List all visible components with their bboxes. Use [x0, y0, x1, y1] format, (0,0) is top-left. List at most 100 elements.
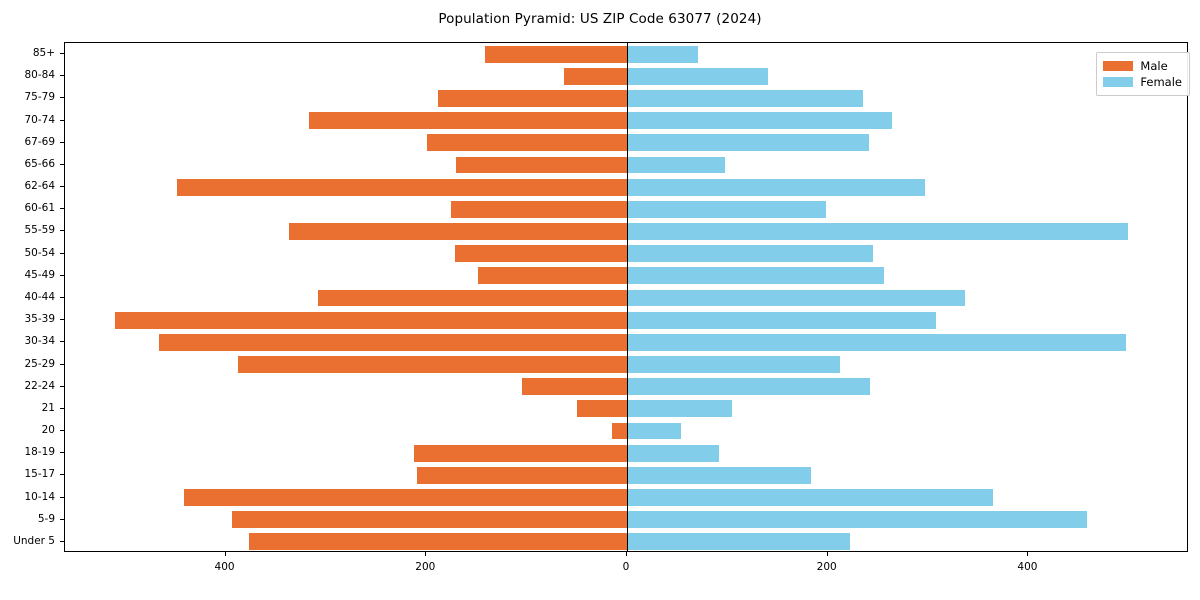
x-tick-label: 0: [622, 561, 630, 573]
y-tick-label: 35-39: [24, 313, 55, 326]
y-tick-mark: [60, 341, 64, 343]
legend-swatch: [1103, 77, 1134, 87]
bar-female: [627, 90, 863, 107]
bar-row: [65, 112, 1187, 130]
bar-female: [627, 333, 1126, 351]
bar-male: [248, 533, 627, 551]
bar-female: [627, 112, 892, 130]
y-tick-label: 45-49: [24, 268, 55, 281]
bar-male: [563, 67, 627, 85]
bar-male: [455, 245, 627, 263]
bar-male: [478, 267, 627, 285]
y-tick-mark: [60, 385, 64, 387]
bar-row: [65, 178, 1187, 196]
y-tick-label: 22-24: [24, 379, 55, 392]
y-tick-label: 21: [41, 401, 55, 414]
y-tick-mark: [60, 252, 64, 254]
x-tick-mark: [224, 552, 226, 556]
bar-female: [627, 134, 869, 152]
y-tick-mark: [60, 186, 64, 188]
bar-female: [627, 267, 884, 285]
bar-female: [627, 245, 873, 263]
page-title: Population Pyramid: US ZIP Code 63077 (2…: [438, 11, 762, 27]
y-tick-label: 5-9: [37, 512, 55, 525]
legend-label: Female: [1140, 75, 1182, 89]
y-tick-mark: [60, 97, 64, 99]
bar-row: [65, 134, 1187, 152]
y-tick-mark: [60, 319, 64, 321]
bar-male: [184, 489, 627, 506]
bar-row: [65, 156, 1187, 174]
y-tick-mark: [60, 230, 64, 232]
y-tick-mark: [60, 208, 64, 210]
bar-row: [65, 289, 1187, 307]
bar-male: [427, 134, 627, 152]
legend-item[interactable]: Female: [1103, 74, 1182, 90]
zero-axis-line: [627, 43, 628, 551]
bar-female: [627, 289, 966, 307]
x-tick-mark: [626, 552, 627, 556]
y-tick-label: 65-66: [24, 157, 55, 170]
bar-row: [65, 90, 1187, 107]
y-tick-mark: [60, 407, 64, 409]
bar-male: [317, 289, 627, 307]
bar-row: [65, 356, 1187, 373]
bar-male: [159, 333, 627, 351]
y-tick-label: 40-44: [24, 291, 55, 303]
plot-area: [64, 42, 1188, 552]
y-tick-label: 30-34: [24, 335, 55, 348]
x-tick-mark: [425, 552, 427, 556]
y-tick-label: 60-61: [24, 202, 55, 215]
y-tick-label: 10-14: [24, 490, 55, 503]
y-tick-mark: [60, 141, 64, 143]
bar-female: [627, 489, 994, 506]
bar-male: [177, 178, 627, 196]
bar-female: [627, 511, 1087, 529]
y-tick-label: 85+: [32, 47, 55, 60]
bar-row: [65, 489, 1187, 506]
bar-female: [627, 45, 699, 63]
bar-row: [65, 511, 1187, 529]
bar-row: [65, 378, 1187, 396]
bar-row: [65, 200, 1187, 218]
bar-row: [65, 333, 1187, 351]
y-tick-label: 75-79: [24, 91, 55, 104]
legend: Male Female: [1096, 52, 1190, 96]
y-tick-label: 25-29: [24, 357, 55, 370]
bar-male: [485, 45, 627, 63]
bar-male: [231, 511, 627, 529]
bar-male: [611, 422, 627, 440]
y-tick-mark: [60, 53, 64, 55]
y-tick-label: 62-64: [24, 180, 55, 193]
y-tick-mark: [60, 119, 64, 121]
y-tick-mark: [60, 474, 64, 476]
y-tick-mark: [60, 274, 64, 276]
bar-male: [451, 200, 627, 218]
x-tick-label: 400: [1017, 561, 1038, 573]
bar-male: [521, 378, 627, 396]
bar-female: [627, 200, 826, 218]
bar-female: [627, 356, 840, 373]
bar-row: [65, 400, 1187, 418]
y-tick-mark: [60, 518, 64, 520]
y-tick-label: 80-84: [24, 69, 55, 82]
legend-item[interactable]: Male: [1103, 58, 1182, 74]
bar-male: [288, 223, 627, 240]
y-tick-label: 70-74: [24, 113, 55, 126]
y-tick-mark: [60, 430, 64, 432]
bar-row: [65, 223, 1187, 240]
y-tick-label: 18-19: [24, 446, 55, 459]
y-tick-label: 55-59: [24, 224, 55, 237]
bar-male: [414, 444, 627, 462]
x-tick-label: 200: [816, 561, 837, 573]
bar-female: [627, 378, 870, 396]
legend-label: Male: [1140, 59, 1168, 73]
y-tick-mark: [60, 163, 64, 165]
y-tick-label: 15-17: [24, 468, 55, 481]
y-axis: 85+ 80-84 75-79 70-74 67-69 65-66 62-64 60-61 55…: [0, 42, 64, 552]
bar-female: [627, 156, 726, 174]
legend-swatch: [1103, 61, 1134, 71]
x-tick-mark: [826, 552, 828, 556]
bar-row: [65, 267, 1187, 285]
